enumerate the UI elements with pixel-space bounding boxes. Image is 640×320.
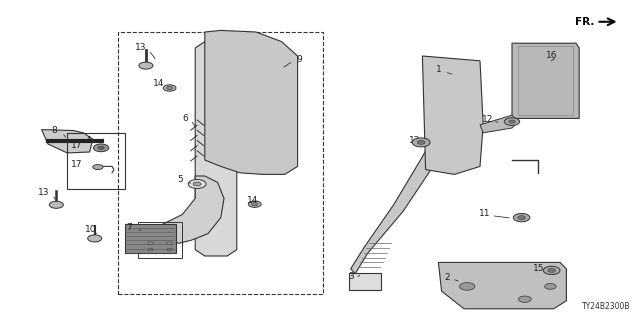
Circle shape (509, 120, 515, 123)
Circle shape (504, 118, 520, 125)
Circle shape (93, 164, 103, 170)
Polygon shape (480, 115, 518, 133)
Text: 6: 6 (183, 114, 188, 123)
Text: 17: 17 (71, 160, 83, 169)
Polygon shape (351, 77, 474, 274)
Circle shape (518, 216, 525, 220)
Text: 7: 7 (127, 223, 132, 232)
Circle shape (163, 85, 176, 91)
Circle shape (167, 248, 172, 251)
Circle shape (188, 180, 206, 188)
Text: 1: 1 (436, 65, 441, 74)
Polygon shape (349, 273, 381, 290)
Circle shape (548, 268, 556, 272)
Text: 14: 14 (247, 196, 259, 205)
Text: 3: 3 (348, 272, 353, 281)
Text: 12: 12 (409, 136, 420, 145)
Text: 2: 2 (444, 273, 449, 282)
Text: 16: 16 (546, 51, 557, 60)
Text: 10: 10 (85, 225, 97, 234)
Circle shape (167, 242, 172, 244)
Bar (67, 133, 125, 189)
Circle shape (543, 266, 560, 275)
Text: 8: 8 (52, 126, 57, 135)
Circle shape (93, 144, 109, 152)
Polygon shape (42, 130, 93, 153)
Circle shape (193, 182, 201, 186)
Polygon shape (125, 224, 176, 253)
Polygon shape (422, 56, 483, 174)
Polygon shape (195, 42, 237, 256)
Text: FR.: FR. (575, 17, 594, 27)
Circle shape (88, 235, 102, 242)
Circle shape (518, 296, 531, 302)
Circle shape (49, 201, 63, 208)
Bar (118, 32, 323, 294)
Circle shape (513, 213, 530, 222)
Text: 4: 4 (86, 136, 91, 145)
Circle shape (252, 203, 258, 206)
Circle shape (545, 284, 556, 289)
Circle shape (417, 140, 425, 144)
Polygon shape (438, 262, 566, 309)
Circle shape (148, 242, 153, 244)
Text: TY24B2300B: TY24B2300B (582, 302, 630, 311)
Text: 15: 15 (533, 264, 545, 273)
Circle shape (98, 146, 104, 149)
Polygon shape (512, 43, 579, 118)
Text: 5: 5 (178, 175, 183, 184)
Circle shape (166, 86, 173, 90)
Text: 17: 17 (71, 141, 83, 150)
Text: 13: 13 (38, 188, 49, 197)
Polygon shape (154, 176, 224, 243)
Text: 11: 11 (479, 209, 491, 218)
Text: 12: 12 (482, 115, 493, 124)
Circle shape (148, 248, 153, 251)
Circle shape (412, 138, 430, 147)
Circle shape (248, 201, 261, 207)
Circle shape (139, 62, 153, 69)
Polygon shape (205, 30, 298, 174)
Text: 14: 14 (153, 79, 164, 88)
Text: 9: 9 (297, 55, 302, 64)
Text: 13: 13 (135, 43, 147, 52)
Circle shape (460, 283, 475, 290)
